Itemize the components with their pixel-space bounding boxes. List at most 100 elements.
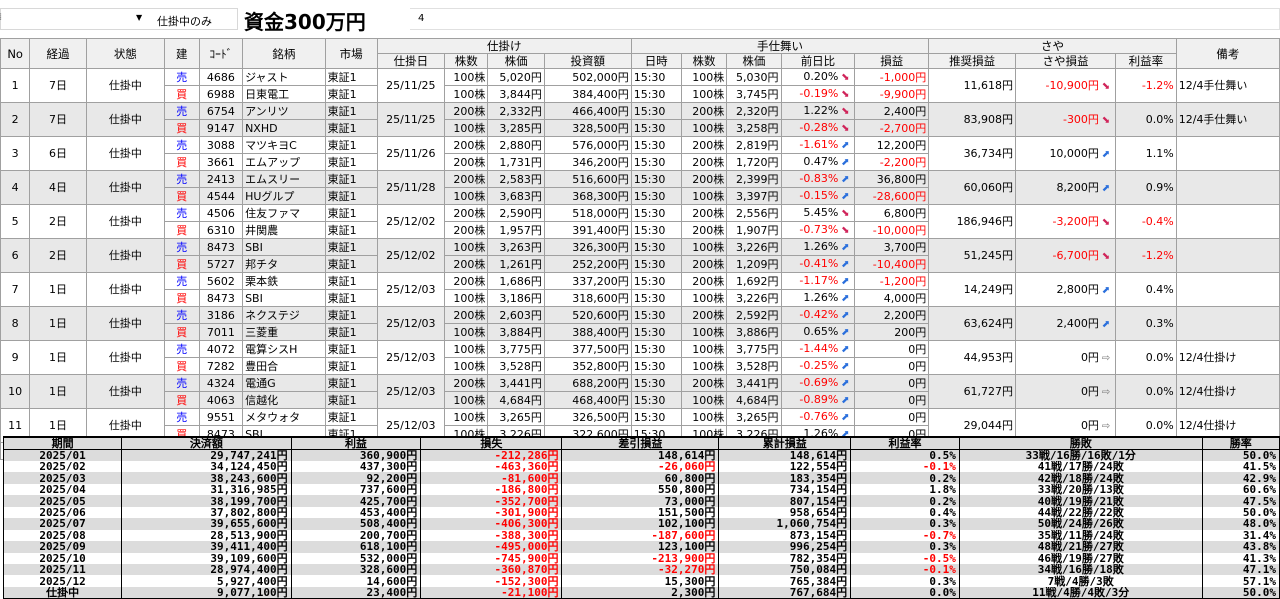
arrow-up-icon: ⬈: [841, 140, 850, 151]
elapsed-cell: 6日: [29, 136, 87, 171]
position-row[interactable]: 11 1日 仕掛中売 9551 メタウォタ 東証1 25/12/03 100株 3,265円 32…: [0, 408, 1280, 443]
col-prev-diff[interactable]: 前日比: [780, 53, 856, 69]
close-price-cell: 1,692円: [726, 272, 782, 290]
position-row[interactable]: 買 4544 HUグルプ 東証1 100株 3,683円 368,300円 15:30 100株…: [1, 187, 1280, 205]
summary-header[interactable]: 期間: [2, 436, 123, 450]
col-open-price[interactable]: 株価: [487, 53, 545, 69]
col-rec-pnl[interactable]: 推奨損益: [928, 53, 1017, 69]
name-cell: SBI: [242, 289, 326, 307]
prev-diff-value: 5.45%: [803, 206, 839, 219]
position-row[interactable]: 1 7日 仕掛中売 4686 ジャスト 東証1 25/11/25 100株 5,020円 502,…: [0, 68, 1280, 103]
col-spread-pnl[interactable]: さや損益: [1015, 53, 1116, 69]
close-qty-cell: 200株: [680, 306, 728, 324]
col-open-date[interactable]: 仕掛日: [376, 53, 446, 69]
arrow-up-icon: ⬈: [1101, 148, 1111, 160]
summary-cell: 41.5%: [1201, 461, 1280, 473]
position-row[interactable]: 2 7日 仕掛中売 6754 アンリツ 東証1 25/11/25 200株 2,332円 466,…: [0, 102, 1280, 137]
code-cell: 4063: [198, 391, 244, 409]
col-profit-rate[interactable]: 利益率: [1114, 53, 1177, 69]
summary-header[interactable]: 損失: [420, 436, 563, 450]
col-close-time[interactable]: 日時: [630, 53, 682, 69]
col-code[interactable]: ｺｰﾄﾞ: [198, 38, 244, 69]
position-row[interactable]: 7 1日 仕掛中売 5602 栗本鉄 東証1 25/12/03 200株 1,686円 337,2…: [0, 272, 1280, 307]
close-qty-cell: 100株: [680, 340, 728, 358]
summary-header[interactable]: 決済額: [121, 436, 292, 450]
name-cell: マツキヨC: [242, 136, 326, 154]
row-no: 5: [0, 204, 31, 239]
investment-cell: 502,000円: [543, 68, 632, 86]
spread-pnl-cell: 2,400円 ⬈: [1015, 306, 1116, 341]
summary-cell: 40戦/19勝/21敗: [958, 495, 1203, 507]
summary-cell: 60,800円: [561, 472, 720, 484]
spread-pnl-value: 2,800円: [1056, 282, 1099, 296]
position-row[interactable]: 買 8473 SBI 東証1 100株 3,186円 318,600円 15:30 100株 3,…: [1, 289, 1280, 307]
col-note[interactable]: 備考: [1175, 38, 1280, 69]
summary-cell: 60.6%: [1201, 483, 1280, 496]
spread-pnl-value: -300円: [1062, 112, 1099, 126]
position-row[interactable]: 10 1日 仕掛中売 4324 電通G 東証1 25/12/03 200株 3,441円 688,…: [0, 374, 1280, 409]
summary-cell: 102,100円: [561, 518, 720, 530]
summary-header[interactable]: 利益: [290, 436, 422, 450]
summary-header[interactable]: 利益率: [850, 436, 960, 450]
open-qty-cell: 200株: [443, 204, 489, 222]
col-close-price[interactable]: 株価: [726, 53, 782, 69]
arrow-down-icon: ⬊: [1101, 216, 1111, 228]
col-name[interactable]: 銘柄: [242, 38, 326, 69]
position-row[interactable]: 9 1日 仕掛中売 4072 電算シスH 東証1 25/12/03 100株 3,775円 377…: [0, 340, 1280, 375]
summary-header[interactable]: 差引損益: [561, 436, 720, 450]
position-row[interactable]: 買 7282 豊田合 東証1 100株 3,528円 352,800円 15:30 100株 3,…: [1, 357, 1280, 375]
summary-header[interactable]: 勝敗: [958, 436, 1203, 450]
position-row[interactable]: 買 6310 井関農 東証1 200株 1,957円 391,400円 15:30 200株 1,…: [1, 221, 1280, 239]
row-no: 4: [0, 170, 31, 205]
position-row[interactable]: 5 2日 仕掛中売 4506 住友ファマ 東証1 25/12/02 200株 2,590円 518…: [0, 204, 1280, 239]
filter-dropdown[interactable]: ⁞ ▼ 仕掛中のみ: [0, 8, 238, 30]
investment-cell: 252,200円: [543, 255, 632, 273]
side-cell: 買: [163, 221, 200, 239]
spread-pnl-cell: 0円 ⇨: [1015, 340, 1116, 375]
col-elapsed[interactable]: 経過: [29, 38, 87, 69]
note-cell: 12/4手仕舞い: [1175, 68, 1280, 103]
col-no[interactable]: No: [0, 38, 31, 69]
position-row[interactable]: 4 4日 仕掛中売 2413 エムスリー 東証1 25/11/28 200株 2,583円 516…: [0, 170, 1280, 205]
prev-diff-cell: -0.41% ⬈: [780, 255, 856, 273]
name-cell: エムアップ: [242, 153, 326, 171]
position-row[interactable]: 買 7011 三菱重 東証1 100株 3,884円 388,400円 15:30 100株 3,…: [1, 323, 1280, 341]
name-cell: NXHD: [242, 119, 326, 137]
summary-cell: 38,243,600円: [121, 472, 292, 484]
investment-cell: 516,600円: [543, 170, 632, 188]
position-row[interactable]: 買 5727 邦チタ 東証1 200株 1,261円 252,200円 15:30 200株 1,…: [1, 255, 1280, 273]
col-investment[interactable]: 投資額: [543, 53, 632, 69]
summary-cell: -388,300円: [420, 529, 563, 542]
close-time-cell: 15:30: [630, 408, 682, 426]
position-row[interactable]: 6 2日 仕掛中売 8473 SBI 東証1 25/12/02 100株 3,263円 326,3…: [0, 238, 1280, 273]
close-time-cell: 15:30: [630, 306, 682, 324]
col-side[interactable]: 建: [163, 38, 200, 69]
arrow-up-icon: ⬈: [841, 310, 850, 321]
col-open-qty[interactable]: 株数: [443, 53, 489, 69]
arrow-up-icon: ⬈: [841, 293, 850, 304]
position-row[interactable]: 買 4063 信越化 東証1 100株 4,684円 468,400円 15:30 100株 4,…: [1, 391, 1280, 409]
summary-header[interactable]: 累計損益: [718, 436, 852, 450]
profit-rate-cell: -1.2%: [1114, 238, 1177, 273]
close-price-cell: 2,819円: [726, 136, 782, 154]
pnl-cell: 0円: [854, 374, 930, 392]
col-market[interactable]: 市場: [324, 38, 378, 69]
pnl-cell: -28,600円: [854, 187, 930, 205]
position-row[interactable]: 8 1日 仕掛中売 3186 ネクステジ 東証1 25/12/03 200株 2,603円 520…: [0, 306, 1280, 341]
summary-cell: 0.2%: [850, 472, 960, 484]
state-cell: 仕掛中: [85, 68, 165, 103]
col-pnl[interactable]: 損益: [854, 53, 930, 69]
arrow-up-icon: ⬈: [841, 157, 850, 168]
close-time-cell: 15:30: [630, 119, 682, 137]
top-combo[interactable]: 4: [410, 8, 1280, 30]
prev-diff-value: -0.25%: [799, 359, 839, 372]
col-state[interactable]: 状態: [85, 38, 165, 69]
pnl-cell: 3,700円: [854, 238, 930, 256]
col-close-qty[interactable]: 株数: [680, 53, 728, 69]
open-qty-cell: 100株: [443, 238, 489, 256]
pnl-cell: 0円: [854, 340, 930, 358]
summary-header[interactable]: 勝率: [1201, 436, 1280, 450]
position-row[interactable]: 3 6日 仕掛中売 3088 マツキヨC 東証1 25/11/26 200株 2,880円 576…: [0, 136, 1280, 171]
chevron-down-icon[interactable]: ▼: [136, 13, 143, 22]
rec-pnl-cell: 186,946円: [928, 204, 1017, 239]
